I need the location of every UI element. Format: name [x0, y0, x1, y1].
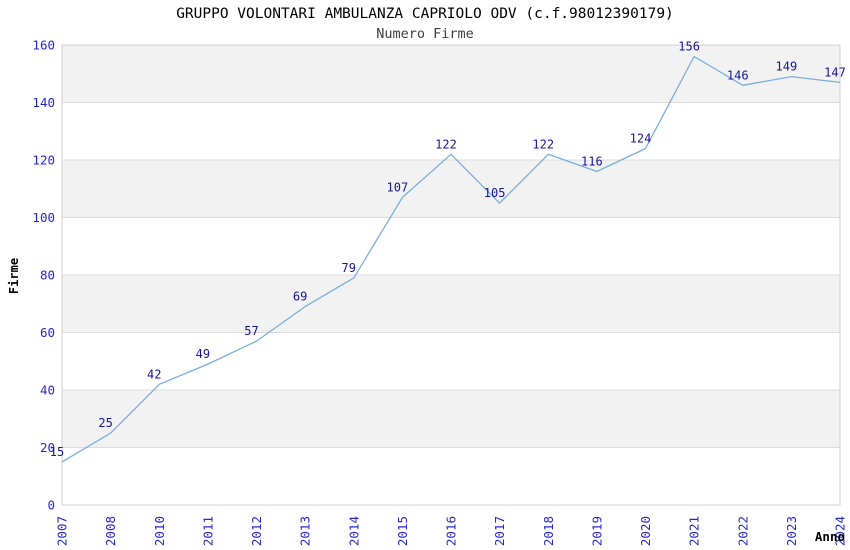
- svg-text:2021: 2021: [687, 516, 702, 546]
- svg-text:79: 79: [342, 261, 356, 275]
- svg-text:149: 149: [776, 60, 798, 74]
- svg-text:40: 40: [40, 383, 55, 398]
- svg-text:2008: 2008: [103, 516, 118, 546]
- svg-text:2017: 2017: [492, 516, 507, 546]
- svg-text:2019: 2019: [589, 516, 604, 546]
- gridlines: [62, 44, 840, 506]
- plot-bands: [62, 45, 840, 448]
- svg-text:2012: 2012: [249, 516, 264, 546]
- svg-text:60: 60: [40, 325, 55, 340]
- svg-text:2010: 2010: [152, 516, 167, 546]
- svg-text:2014: 2014: [346, 516, 361, 546]
- data-point-labels: 15 25 42 49 57 69 79 107 122 105 122 116 124 156 146 14…: [50, 40, 846, 459]
- svg-text:147: 147: [824, 65, 846, 79]
- svg-text:80: 80: [40, 268, 55, 283]
- plot-border: [61, 44, 841, 506]
- svg-text:0: 0: [47, 498, 55, 513]
- svg-text:122: 122: [532, 137, 554, 151]
- chart-title: GRUPPO VOLONTARI AMBULANZA CAPRIOLO ODV …: [176, 6, 674, 22]
- svg-text:2022: 2022: [735, 516, 750, 546]
- svg-text:2024: 2024: [833, 516, 848, 546]
- svg-text:116: 116: [581, 155, 603, 169]
- svg-text:2013: 2013: [298, 516, 313, 546]
- svg-text:2015: 2015: [395, 516, 410, 546]
- svg-text:2007: 2007: [55, 516, 70, 546]
- svg-text:107: 107: [387, 180, 409, 194]
- svg-text:57: 57: [244, 324, 258, 338]
- svg-text:140: 140: [32, 95, 55, 110]
- svg-text:69: 69: [293, 290, 307, 304]
- svg-text:122: 122: [435, 137, 457, 151]
- x-axis-title: Anno: [814, 529, 845, 544]
- x-tick-labels: 2007 2008 2010 2011 2012 2013 2014 2015 2016 2017…: [55, 516, 848, 546]
- svg-text:2016: 2016: [444, 516, 459, 546]
- svg-text:2023: 2023: [784, 516, 799, 546]
- data-line: [61, 55, 841, 463]
- svg-text:20: 20: [40, 440, 55, 455]
- chart-subtitle: Numero Firme: [376, 26, 474, 42]
- svg-text:146: 146: [727, 68, 749, 82]
- svg-text:49: 49: [196, 347, 210, 361]
- svg-text:2011: 2011: [200, 516, 215, 546]
- svg-text:2018: 2018: [541, 516, 556, 546]
- svg-text:2020: 2020: [638, 516, 653, 546]
- svg-text:156: 156: [678, 40, 700, 54]
- svg-text:120: 120: [32, 153, 55, 168]
- svg-text:25: 25: [98, 416, 112, 430]
- svg-text:100: 100: [32, 210, 55, 225]
- svg-text:105: 105: [484, 186, 506, 200]
- svg-text:124: 124: [630, 132, 652, 146]
- y-tick-labels: 0 20 40 60 80 100 120 140 160: [32, 38, 55, 513]
- svg-text:160: 160: [32, 38, 55, 53]
- svg-text:42: 42: [147, 367, 161, 381]
- svg-text:15: 15: [50, 445, 64, 459]
